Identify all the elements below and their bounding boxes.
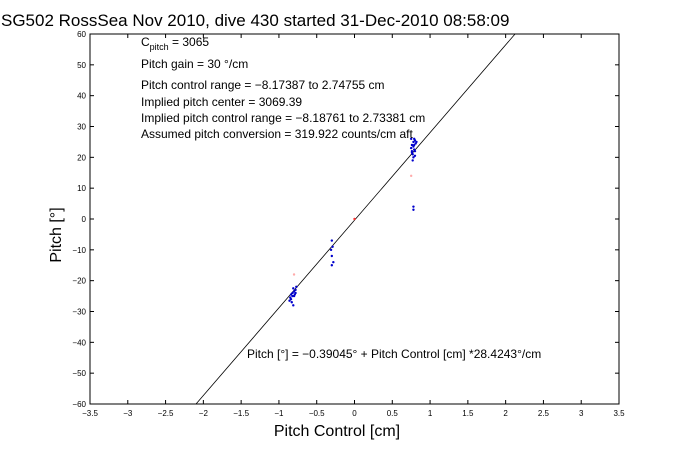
data-point	[290, 301, 293, 304]
x-axis-label: Pitch Control [cm]	[274, 423, 400, 440]
chart-title: SG502 RossSea Nov 2010, dive 430 started…	[1, 11, 509, 30]
data-point	[291, 294, 294, 298]
y-tick-label: −30	[72, 308, 86, 317]
annotation-block: Cpitch = 3065 Pitch gain = 30 °/cm Pitch…	[141, 35, 541, 361]
x-tick-label: −3	[123, 409, 133, 418]
data-point	[410, 143, 414, 147]
data-point	[412, 208, 415, 211]
x-tick-label: −2.5	[158, 409, 174, 418]
cpitch-subscript: pitch	[150, 42, 169, 52]
x-tick-label: 2	[503, 409, 508, 418]
data-point	[292, 273, 296, 276]
data-point	[412, 156, 415, 159]
x-tick-label: 1	[428, 409, 433, 418]
fit-equation-label: Pitch [°] = −0.39045° + Pitch Control [c…	[247, 347, 541, 361]
y-tick-label: 30	[77, 123, 86, 132]
data-point	[330, 239, 334, 242]
y-tick-label: 50	[77, 61, 86, 70]
y-tick-label: 40	[77, 92, 86, 101]
x-tick-label: 1.5	[462, 409, 474, 418]
data-point	[329, 248, 333, 252]
data-point	[294, 288, 297, 292]
pitch-control-range-annotation: Pitch control range = −8.17387 to 2.7475…	[141, 78, 385, 92]
data-point	[413, 139, 417, 142]
y-axis-ticks: −60 −50 −40 −30 −20 −10 0 10 20 30 40 50 60	[72, 30, 619, 409]
data-point	[412, 140, 415, 144]
data-point	[410, 149, 414, 153]
data-point	[415, 140, 418, 144]
cpitch-value: = 3065	[169, 35, 210, 49]
data-point	[331, 245, 334, 248]
y-axis-label: Pitch [°]	[48, 207, 65, 262]
data-point	[409, 137, 413, 141]
x-tick-label: −2	[199, 409, 209, 418]
x-tick-label: 3.5	[613, 409, 625, 418]
cpitch-symbol: C	[141, 35, 150, 49]
data-point	[288, 299, 291, 302]
data-point	[289, 296, 292, 299]
y-tick-label: 10	[77, 184, 86, 193]
data-point	[292, 304, 295, 307]
y-tick-label: 20	[77, 153, 86, 162]
data-point	[413, 143, 416, 147]
x-axis-ticks: −3.5 −3 −2.5 −2 −1.5 −1 −0.5 0 0.5 1 1.5 2 2.5 3 3.5	[82, 34, 625, 418]
data-point	[413, 154, 417, 157]
data-point	[332, 260, 335, 264]
data-point	[294, 291, 297, 295]
data-point	[292, 290, 296, 293]
cpitch-annotation: Cpitch = 3065	[141, 35, 209, 52]
y-tick-label: −60	[72, 400, 86, 409]
data-point	[289, 293, 293, 296]
data-point	[409, 174, 413, 178]
x-tick-label: −3.5	[82, 409, 98, 418]
x-tick-label: −1	[274, 409, 284, 418]
data-point	[295, 285, 298, 289]
implied-pitch-center-annotation: Implied pitch center = 3069.39	[141, 95, 302, 109]
data-point	[330, 254, 334, 258]
data-point	[411, 159, 414, 162]
data-point	[291, 291, 294, 295]
y-tick-label: −40	[72, 338, 86, 347]
x-tick-label: 3	[579, 409, 584, 418]
x-tick-label: −1.5	[233, 409, 249, 418]
data-point	[292, 287, 295, 290]
x-tick-label: 2.5	[538, 409, 550, 418]
x-tick-label: −0.5	[309, 409, 325, 418]
data-point	[413, 148, 416, 151]
data-point	[330, 264, 334, 267]
y-tick-label: −20	[72, 277, 86, 286]
y-tick-label: 60	[77, 30, 86, 39]
pitch-conversion-annotation: Assumed pitch conversion = 319.922 count…	[141, 127, 413, 141]
data-point	[409, 146, 413, 150]
y-tick-label: −10	[72, 246, 86, 255]
data-points	[288, 137, 418, 307]
y-tick-label: 0	[82, 215, 87, 224]
implied-pitch-control-range-annotation: Implied pitch control range = −8.18761 t…	[141, 111, 425, 125]
pitch-gain-annotation: Pitch gain = 30 °/cm	[141, 57, 248, 71]
x-tick-label: 0	[352, 409, 357, 418]
data-point	[353, 217, 356, 221]
x-tick-label: 0.5	[387, 409, 399, 418]
data-point	[412, 205, 415, 208]
y-tick-label: −50	[72, 369, 86, 378]
